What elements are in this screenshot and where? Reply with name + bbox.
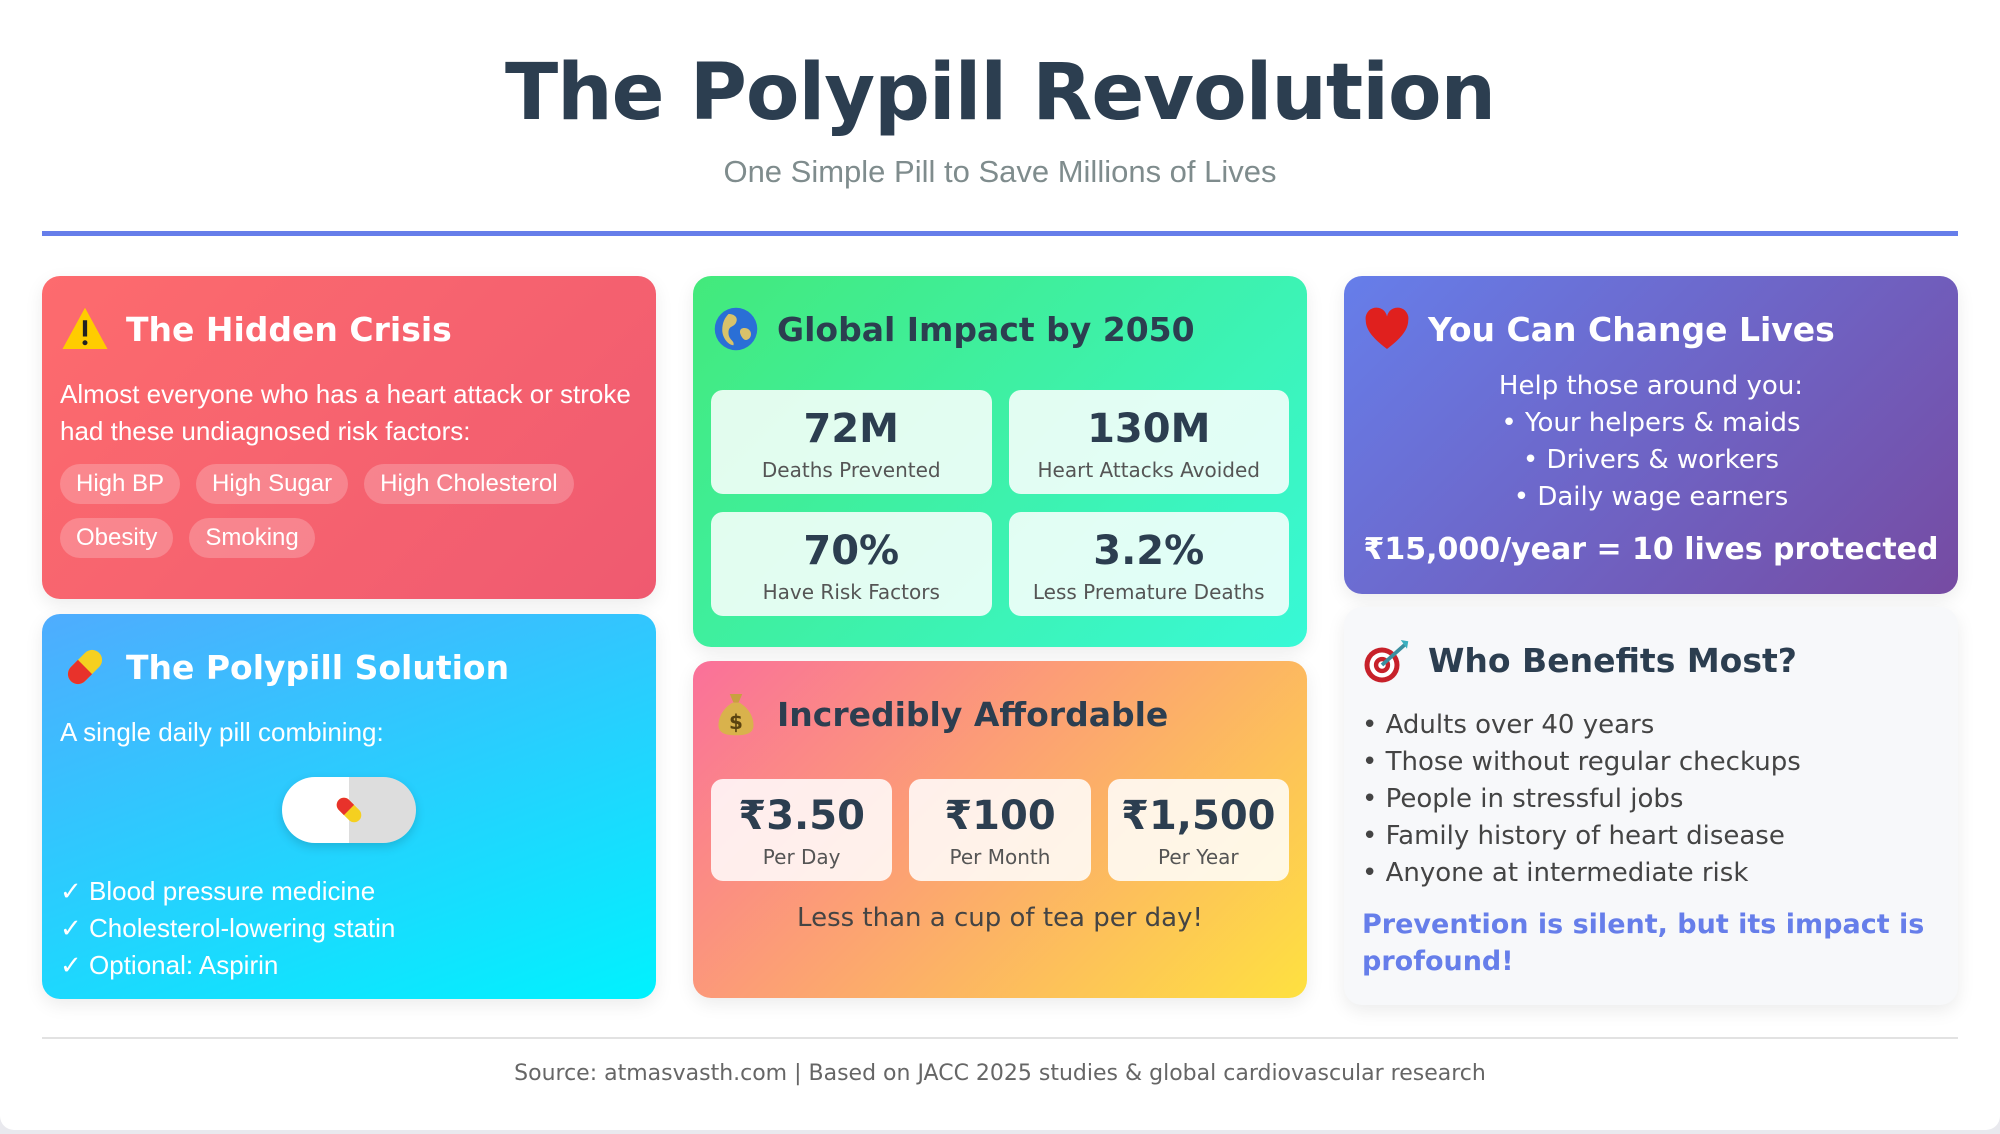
stat-box: 130M Heart Attacks Avoided xyxy=(1008,390,1289,494)
price-value: ₹3.50 xyxy=(738,793,865,839)
page-subtitle: One Simple Pill to Save Millions of Live… xyxy=(723,154,1277,189)
stat-box: 3.2% Less Premature Deaths xyxy=(1008,512,1289,616)
card-title: The Polypill Solution xyxy=(126,647,510,687)
card-title: You Can Change Lives xyxy=(1428,309,1835,349)
heart-icon xyxy=(1365,307,1409,349)
ingredient-item: ✓ Blood pressure medicine xyxy=(60,876,376,906)
price-box: ₹3.50 Per Day xyxy=(711,779,893,881)
card-title: Incredibly Affordable xyxy=(777,694,1169,734)
card-polypill-solution: The Polypill Solution A single daily pil… xyxy=(42,614,656,999)
price-box: ₹100 Per Month xyxy=(909,779,1091,881)
card-title: Who Benefits Most? xyxy=(1428,640,1797,680)
warning-icon xyxy=(62,307,108,349)
change-intro: Help those around you: xyxy=(1498,371,1804,401)
benefit-item: • Adults over 40 years xyxy=(1362,710,1655,740)
stat-value: 3.2% xyxy=(1093,528,1205,574)
stat-box: 72M Deaths Prevented xyxy=(711,390,992,494)
stat-value: 72M xyxy=(803,406,899,452)
source-footer: Source: atmasvasth.com | Based on JACC 2… xyxy=(514,1061,1486,1086)
pill-illustration xyxy=(282,777,416,843)
helper-item: • Daily wage earners xyxy=(1513,482,1789,512)
price-box: ₹1,500 Per Year xyxy=(1107,779,1289,881)
benefit-item: • Anyone at intermediate risk xyxy=(1362,858,1749,888)
price-value: ₹100 xyxy=(944,793,1056,839)
risk-tag: High Cholesterol xyxy=(364,464,574,504)
globe-icon xyxy=(714,307,758,351)
price-label: Per Day xyxy=(762,845,841,869)
risk-tag: Obesity xyxy=(60,518,174,558)
stat-box: 70% Have Risk Factors xyxy=(711,512,992,616)
ingredient-item: ✓ Optional: Aspirin xyxy=(60,950,279,980)
risk-tag: High BP xyxy=(60,464,181,504)
card-change-lives: You Can Change Lives Help those around y… xyxy=(1344,276,1958,594)
crisis-text: Almost everyone who has a heart attack o… xyxy=(60,379,631,446)
card-global-impact: Global Impact by 2050 72M Deaths Prevente… xyxy=(693,276,1307,647)
card-hidden-crisis: The Hidden Crisis Almost everyone who ha… xyxy=(42,276,656,599)
card-title: The Hidden Crisis xyxy=(126,309,452,349)
helper-item: • Your helpers & maids xyxy=(1501,408,1801,438)
impact-highlight: ₹15,000/year = 10 lives protected xyxy=(1363,532,1939,567)
pill-icon xyxy=(67,649,103,685)
svg-text:$: $ xyxy=(729,710,743,734)
benefit-item: • Those without regular checkups xyxy=(1362,747,1801,777)
card-affordable: $ Incredibly Affordable ₹3.50 Per Day ₹100… xyxy=(693,661,1307,998)
price-label: Per Year xyxy=(1158,845,1239,869)
affordability-note: Less than a cup of tea per day! xyxy=(797,903,1203,933)
header-divider xyxy=(42,231,1958,236)
price-label: Per Month xyxy=(949,845,1051,869)
stat-label: Deaths Prevented xyxy=(761,458,941,482)
benefit-item: • Family history of heart disease xyxy=(1362,821,1785,851)
prevention-tagline: Prevention is silent, but its impact is … xyxy=(1362,909,1925,977)
risk-tag: High Sugar xyxy=(196,464,349,504)
helper-item: • Drivers & workers xyxy=(1522,445,1780,475)
stat-value: 70% xyxy=(803,528,900,574)
stat-value: 130M xyxy=(1087,406,1211,452)
price-value: ₹1,500 xyxy=(1121,793,1276,839)
solution-intro: A single daily pill combining: xyxy=(60,717,384,747)
footer-divider xyxy=(42,1037,1958,1039)
card-title: Global Impact by 2050 xyxy=(777,309,1195,349)
benefit-item: • People in stressful jobs xyxy=(1362,784,1684,814)
stat-label: Have Risk Factors xyxy=(762,580,940,604)
card-who-benefits: Who Benefits Most? • Adults over 40 year… xyxy=(1344,607,1958,1005)
ingredient-item: ✓ Cholesterol-lowering statin xyxy=(60,913,396,943)
stat-label: Less Premature Deaths xyxy=(1032,580,1265,604)
stat-label: Heart Attacks Avoided xyxy=(1037,458,1260,482)
page-title: The Polypill Revolution xyxy=(504,48,1496,138)
money-bag-icon: $ xyxy=(718,694,754,736)
risk-tag: Smoking xyxy=(189,518,315,558)
pill-icon xyxy=(336,797,362,823)
target-icon xyxy=(1364,640,1409,683)
